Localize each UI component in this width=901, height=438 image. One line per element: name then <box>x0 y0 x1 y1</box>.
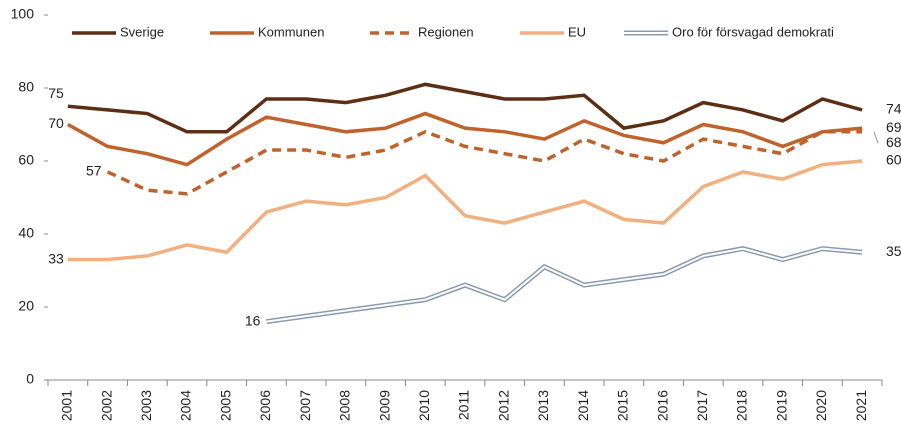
data-label: 68 <box>886 134 901 150</box>
data-label: 35 <box>886 243 901 259</box>
data-label: 33 <box>48 250 64 266</box>
y-tick-label: 80 <box>18 79 34 95</box>
data-label: 70 <box>48 115 64 131</box>
legend-label: Sverige <box>120 24 164 39</box>
x-tick-label: 2020 <box>813 390 829 421</box>
legend-label: Oro för försvagad demokrati <box>672 24 834 39</box>
x-tick-label: 2013 <box>535 390 551 421</box>
x-tick-label: 2009 <box>376 390 392 421</box>
y-tick-label: 40 <box>18 225 34 241</box>
x-tick-label: 2002 <box>98 390 114 421</box>
y-tick-label: 100 <box>11 6 35 22</box>
data-label: 57 <box>86 163 102 179</box>
y-tick-label: 0 <box>26 371 34 387</box>
data-label: 16 <box>245 312 261 328</box>
data-label: 74 <box>886 101 901 117</box>
legend-label: EU <box>568 24 586 39</box>
legend-label: Kommunen <box>258 24 324 39</box>
series-line-inner <box>266 247 863 323</box>
label-leader <box>873 131 879 144</box>
x-tick-label: 2018 <box>734 390 750 421</box>
data-label: 75 <box>48 85 64 101</box>
x-tick-label: 2021 <box>853 390 869 421</box>
x-tick-label: 2008 <box>337 390 353 421</box>
y-tick-label: 60 <box>18 152 34 168</box>
x-tick-label: 2015 <box>615 390 631 421</box>
x-tick-label: 2011 <box>456 390 472 420</box>
x-tick-label: 2001 <box>59 390 75 421</box>
x-tick-label: 2017 <box>694 390 710 421</box>
series-line <box>106 129 863 196</box>
x-tick-label: 2006 <box>257 390 273 421</box>
x-tick-label: 2012 <box>495 390 511 421</box>
x-tick-label: 2019 <box>773 390 789 421</box>
legend-label: Regionen <box>418 24 474 39</box>
x-tick-label: 2005 <box>217 390 233 421</box>
series-line <box>67 82 863 134</box>
series-line <box>67 159 863 262</box>
x-tick-label: 2003 <box>138 390 154 421</box>
y-tick-label: 20 <box>18 298 34 314</box>
x-tick-label: 2016 <box>654 390 670 421</box>
x-tick-label: 2007 <box>297 390 313 421</box>
x-tick-label: 2004 <box>178 390 194 421</box>
data-label: 60 <box>886 152 901 168</box>
series-line <box>266 246 863 325</box>
data-label: 69 <box>886 119 901 135</box>
x-tick-label: 2010 <box>416 390 432 421</box>
series-line <box>67 111 863 167</box>
x-tick-label: 2014 <box>575 390 591 421</box>
